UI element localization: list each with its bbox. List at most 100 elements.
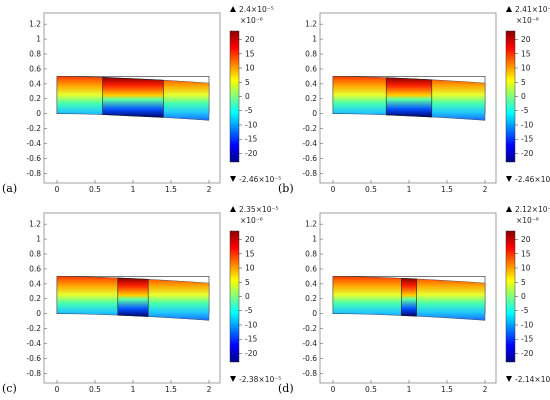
y-tick-label: 0.6 [29, 64, 41, 73]
y-tick-label: -0.2 [302, 324, 317, 333]
colorbar-tick-label: -15 [521, 335, 533, 344]
y-tick-label: -0.8 [302, 169, 317, 178]
panel-svg: 1.2 1 0.8 0.6 0.4 0.2 0 -0.2 -0.4 -0.6 -0.8 0 0.5 1 1.… [278, 5, 550, 195]
colorbar-tick-label: 10 [521, 264, 531, 273]
y-tick-label: 0.8 [305, 50, 317, 59]
center-block [385, 77, 433, 118]
panel-label: (c) [2, 382, 17, 395]
max-triangle-icon [230, 6, 236, 12]
y-tick-label: 0.6 [29, 264, 41, 273]
y-tick-label: -0.6 [26, 354, 41, 363]
colorbar-exponent: ×10⁻⁶ [516, 16, 539, 25]
y-tick-label: 1.2 [305, 20, 317, 29]
panel-svg: 1.2 1 0.8 0.6 0.4 0.2 0 -0.2 -0.4 -0.6 -0.8 0 0.5 1 1.… [2, 205, 281, 395]
y-tick-label: 0.6 [305, 64, 317, 73]
max-value: 2.35×10⁻⁵ [239, 205, 279, 214]
colorbar-tick-label: 20 [245, 235, 255, 244]
colorbar [229, 230, 240, 363]
colorbar-exponent: ×10⁻⁶ [516, 216, 539, 225]
min-value: -2.46×10⁻⁵ [239, 175, 281, 184]
colorbar-tick-label: -20 [521, 349, 533, 358]
colorbar [505, 230, 516, 363]
y-tick-label: -0.4 [26, 339, 41, 348]
y-tick-label: -0.2 [26, 124, 41, 133]
y-tick-label: 0.8 [305, 250, 317, 259]
y-tick-label: 1 [36, 35, 41, 44]
x-tick-label: 0 [331, 385, 336, 394]
y-tick-label: 1.2 [29, 20, 41, 29]
x-tick-label: 2 [207, 385, 212, 394]
colorbar-tick-label: 15 [245, 49, 255, 58]
colorbar-tick-label: 15 [521, 249, 531, 258]
y-tick-label: 0.2 [29, 94, 41, 103]
min-triangle-icon [230, 176, 236, 182]
colorbar-tick-label: -15 [245, 335, 257, 344]
panel-b: 1.2 1 0.8 0.6 0.4 0.2 0 -0.2 -0.4 -0.6 -0.8 0 0.5 1 1.… [276, 0, 550, 195]
center-block [102, 77, 164, 118]
y-tick-label: 0.4 [29, 79, 41, 88]
min-value: -2.46×10⁻⁵ [515, 175, 550, 184]
plot-frame [43, 12, 221, 184]
panel-svg: 1.2 1 0.8 0.6 0.4 0.2 0 -0.2 -0.4 -0.6 -0.8 0 0.5 1 1.… [278, 205, 550, 395]
colorbar-tick-label: -20 [245, 349, 257, 358]
y-tick-label: 0 [36, 109, 41, 118]
colorbar-tick-label: 5 [245, 78, 250, 87]
colorbar-tick-label: 15 [245, 249, 255, 258]
colorbar-tick-label: 10 [521, 64, 531, 73]
min-triangle-icon [506, 176, 512, 182]
max-triangle-icon [506, 206, 512, 212]
y-tick-label: -0.4 [26, 139, 41, 148]
y-tick-label: 0.2 [29, 294, 41, 303]
x-tick-label: 1.5 [165, 385, 177, 394]
x-tick-label: 2 [483, 185, 488, 194]
y-tick-label: 0.4 [29, 279, 41, 288]
colorbar-tick-label: -15 [521, 135, 533, 144]
y-tick-label: -0.6 [302, 354, 317, 363]
x-tick-label: 1.5 [165, 185, 177, 194]
colorbar-tick-label: -5 [245, 306, 253, 315]
colorbar-exponent: ×10⁻⁶ [240, 16, 263, 25]
colorbar-tick-label: -20 [245, 149, 257, 158]
x-tick-label: 0 [55, 185, 60, 194]
colorbar-tick-label: -20 [521, 149, 533, 158]
colorbar-tick-label: -5 [521, 106, 529, 115]
x-tick-label: 0.5 [365, 185, 377, 194]
colorbar-tick-label: 5 [521, 78, 526, 87]
colorbar-tick-label: 5 [245, 278, 250, 287]
colorbar-tick-label: -15 [245, 135, 257, 144]
y-tick-label: 1 [312, 35, 317, 44]
y-tick-label: 0.2 [305, 94, 317, 103]
panel-d: 1.2 1 0.8 0.6 0.4 0.2 0 -0.2 -0.4 -0.6 -0.8 0 0.5 1 1.… [276, 200, 550, 395]
x-tick-label: 0.5 [365, 385, 377, 394]
y-tick-label: 0.2 [305, 294, 317, 303]
colorbar-tick-label: 10 [245, 264, 255, 273]
x-tick-label: 0 [331, 185, 336, 194]
plot-frame [319, 12, 497, 184]
x-tick-label: 1 [407, 185, 412, 194]
x-tick-label: 1 [131, 185, 136, 194]
y-tick-label: -0.6 [26, 154, 41, 163]
colorbar-tick-label: -10 [521, 120, 533, 129]
y-tick-label: 0.4 [305, 79, 317, 88]
x-tick-label: 2 [207, 185, 212, 194]
x-tick-label: 0.5 [89, 185, 101, 194]
y-tick-label: 1 [312, 235, 317, 244]
colorbar-tick-label: -5 [521, 306, 529, 315]
panel-a: 1.2 1 0.8 0.6 0.4 0.2 0 -0.2 -0.4 -0.6 -0.8 0 0.5 1 1.… [0, 0, 281, 195]
plot-frame [43, 212, 221, 384]
x-tick-label: 2 [483, 385, 488, 394]
y-tick-label: 0.8 [29, 50, 41, 59]
colorbar [505, 30, 516, 163]
max-triangle-icon [506, 6, 512, 12]
y-tick-label: 0 [312, 109, 317, 118]
min-triangle-icon [506, 376, 512, 382]
colorbar-tick-label: -10 [245, 120, 257, 129]
x-tick-label: 1.5 [441, 185, 453, 194]
x-tick-label: 1 [407, 385, 412, 394]
center-block [401, 277, 417, 317]
colorbar-tick-label: -10 [245, 320, 257, 329]
y-tick-label: -0.4 [302, 139, 317, 148]
y-tick-label: -0.6 [302, 154, 317, 163]
colorbar-tick-label: 0 [521, 92, 526, 101]
y-tick-label: -0.8 [26, 169, 41, 178]
